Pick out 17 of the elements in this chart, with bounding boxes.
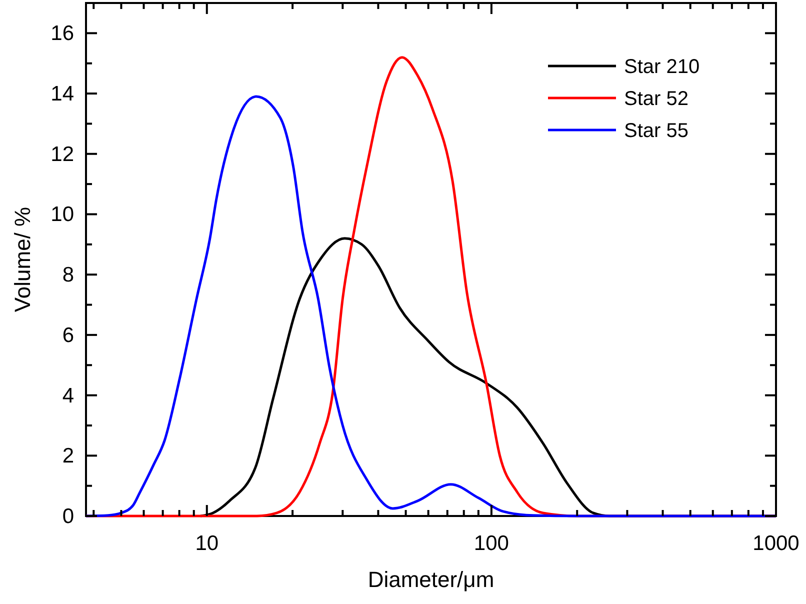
x-tick-label: 10 [195, 532, 219, 555]
y-tick-label: 2 [62, 444, 74, 468]
x-axis-title: Diameter/μm [368, 567, 494, 592]
x-tick-label: 1000 [752, 532, 800, 555]
y-tick-label: 4 [62, 384, 74, 408]
y-tick-label: 14 [50, 82, 74, 106]
legend-label: Star 210 [624, 56, 700, 78]
y-tick-label: 0 [62, 505, 74, 528]
y-axis-title: Volume/ % [10, 206, 35, 312]
y-tick-label: 8 [62, 264, 74, 287]
y-tick-label: 12 [50, 142, 74, 166]
y-tick-label: 6 [62, 324, 74, 347]
x-tick-label: 100 [474, 532, 509, 555]
y-tick-label: 10 [50, 203, 74, 226]
legend-label: Star 52 [624, 88, 688, 110]
legend-label: Star 55 [624, 120, 688, 142]
y-tick-label: 16 [50, 22, 74, 46]
